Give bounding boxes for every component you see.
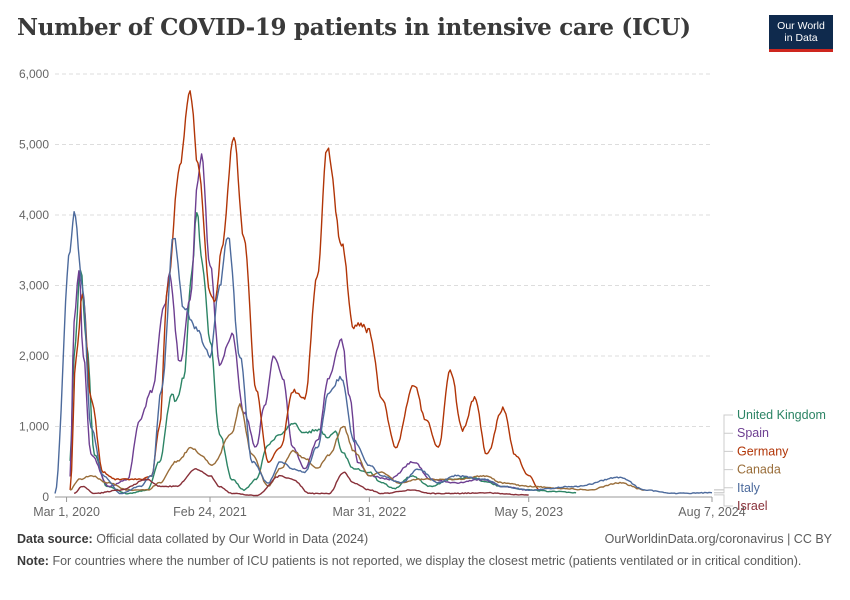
logo-line-1: Our World: [777, 20, 825, 32]
y-tick-label: 6,000: [19, 67, 49, 81]
icu-line-chart: 0 1,000 2,000 3,000 4,000 5,000 6,000 Mar 1, 20…: [19, 67, 826, 519]
legend-label-spain: Spain: [737, 426, 769, 440]
y-tick-label: 5,000: [19, 138, 49, 152]
y-tick-label: 2,000: [19, 349, 49, 363]
series-line-spain: [69, 153, 529, 491]
x-tick-label: Mar 1, 2020: [33, 505, 100, 519]
legend-connector: [714, 494, 733, 507]
owid-logo[interactable]: Our World in Data: [769, 15, 833, 52]
note-text: For countries where the number of ICU pa…: [52, 554, 802, 568]
x-tick-label: Aug 7, 2024: [678, 505, 745, 519]
data-source-text: Official data collated by Our World in D…: [96, 532, 369, 546]
legend-connector: [714, 487, 733, 494]
x-tick-label: Mar 31, 2022: [333, 505, 407, 519]
y-tick-label: 4,000: [19, 208, 49, 222]
credit-link[interactable]: OurWorldinData.org/coronavirus | CC BY: [604, 532, 832, 546]
series-line-canada: [69, 403, 645, 492]
logo-line-2: in Data: [784, 32, 818, 44]
note-label: Note:: [17, 554, 49, 568]
series-line-italy: [54, 211, 713, 495]
chart-note: Note: For countries where the number of …: [17, 554, 817, 569]
legend-label-canada: Canada: [737, 463, 781, 477]
data-source-label: Data source:: [17, 532, 93, 546]
chart-title: Number of COVID-19 patients in intensive…: [17, 14, 691, 41]
legend-label-united-kingdom: United Kingdom: [737, 408, 826, 422]
legend-label-israel: Israel: [737, 499, 768, 513]
data-source: Data source: Official data collated by O…: [17, 532, 368, 546]
series-line-germany: [69, 90, 540, 491]
y-tick-label: 3,000: [19, 279, 49, 293]
y-tick-label: 1,000: [19, 420, 49, 434]
x-tick-label: May 5, 2023: [494, 505, 563, 519]
series-line-united-kingdom: [69, 212, 577, 495]
series-line-israel: [73, 468, 529, 497]
legend-label-italy: Italy: [737, 481, 761, 495]
legend-label-germany: Germany: [737, 444, 789, 458]
x-tick-label: Feb 24, 2021: [173, 505, 247, 519]
legend-connector: [714, 469, 733, 491]
y-tick-label: 0: [42, 490, 49, 504]
